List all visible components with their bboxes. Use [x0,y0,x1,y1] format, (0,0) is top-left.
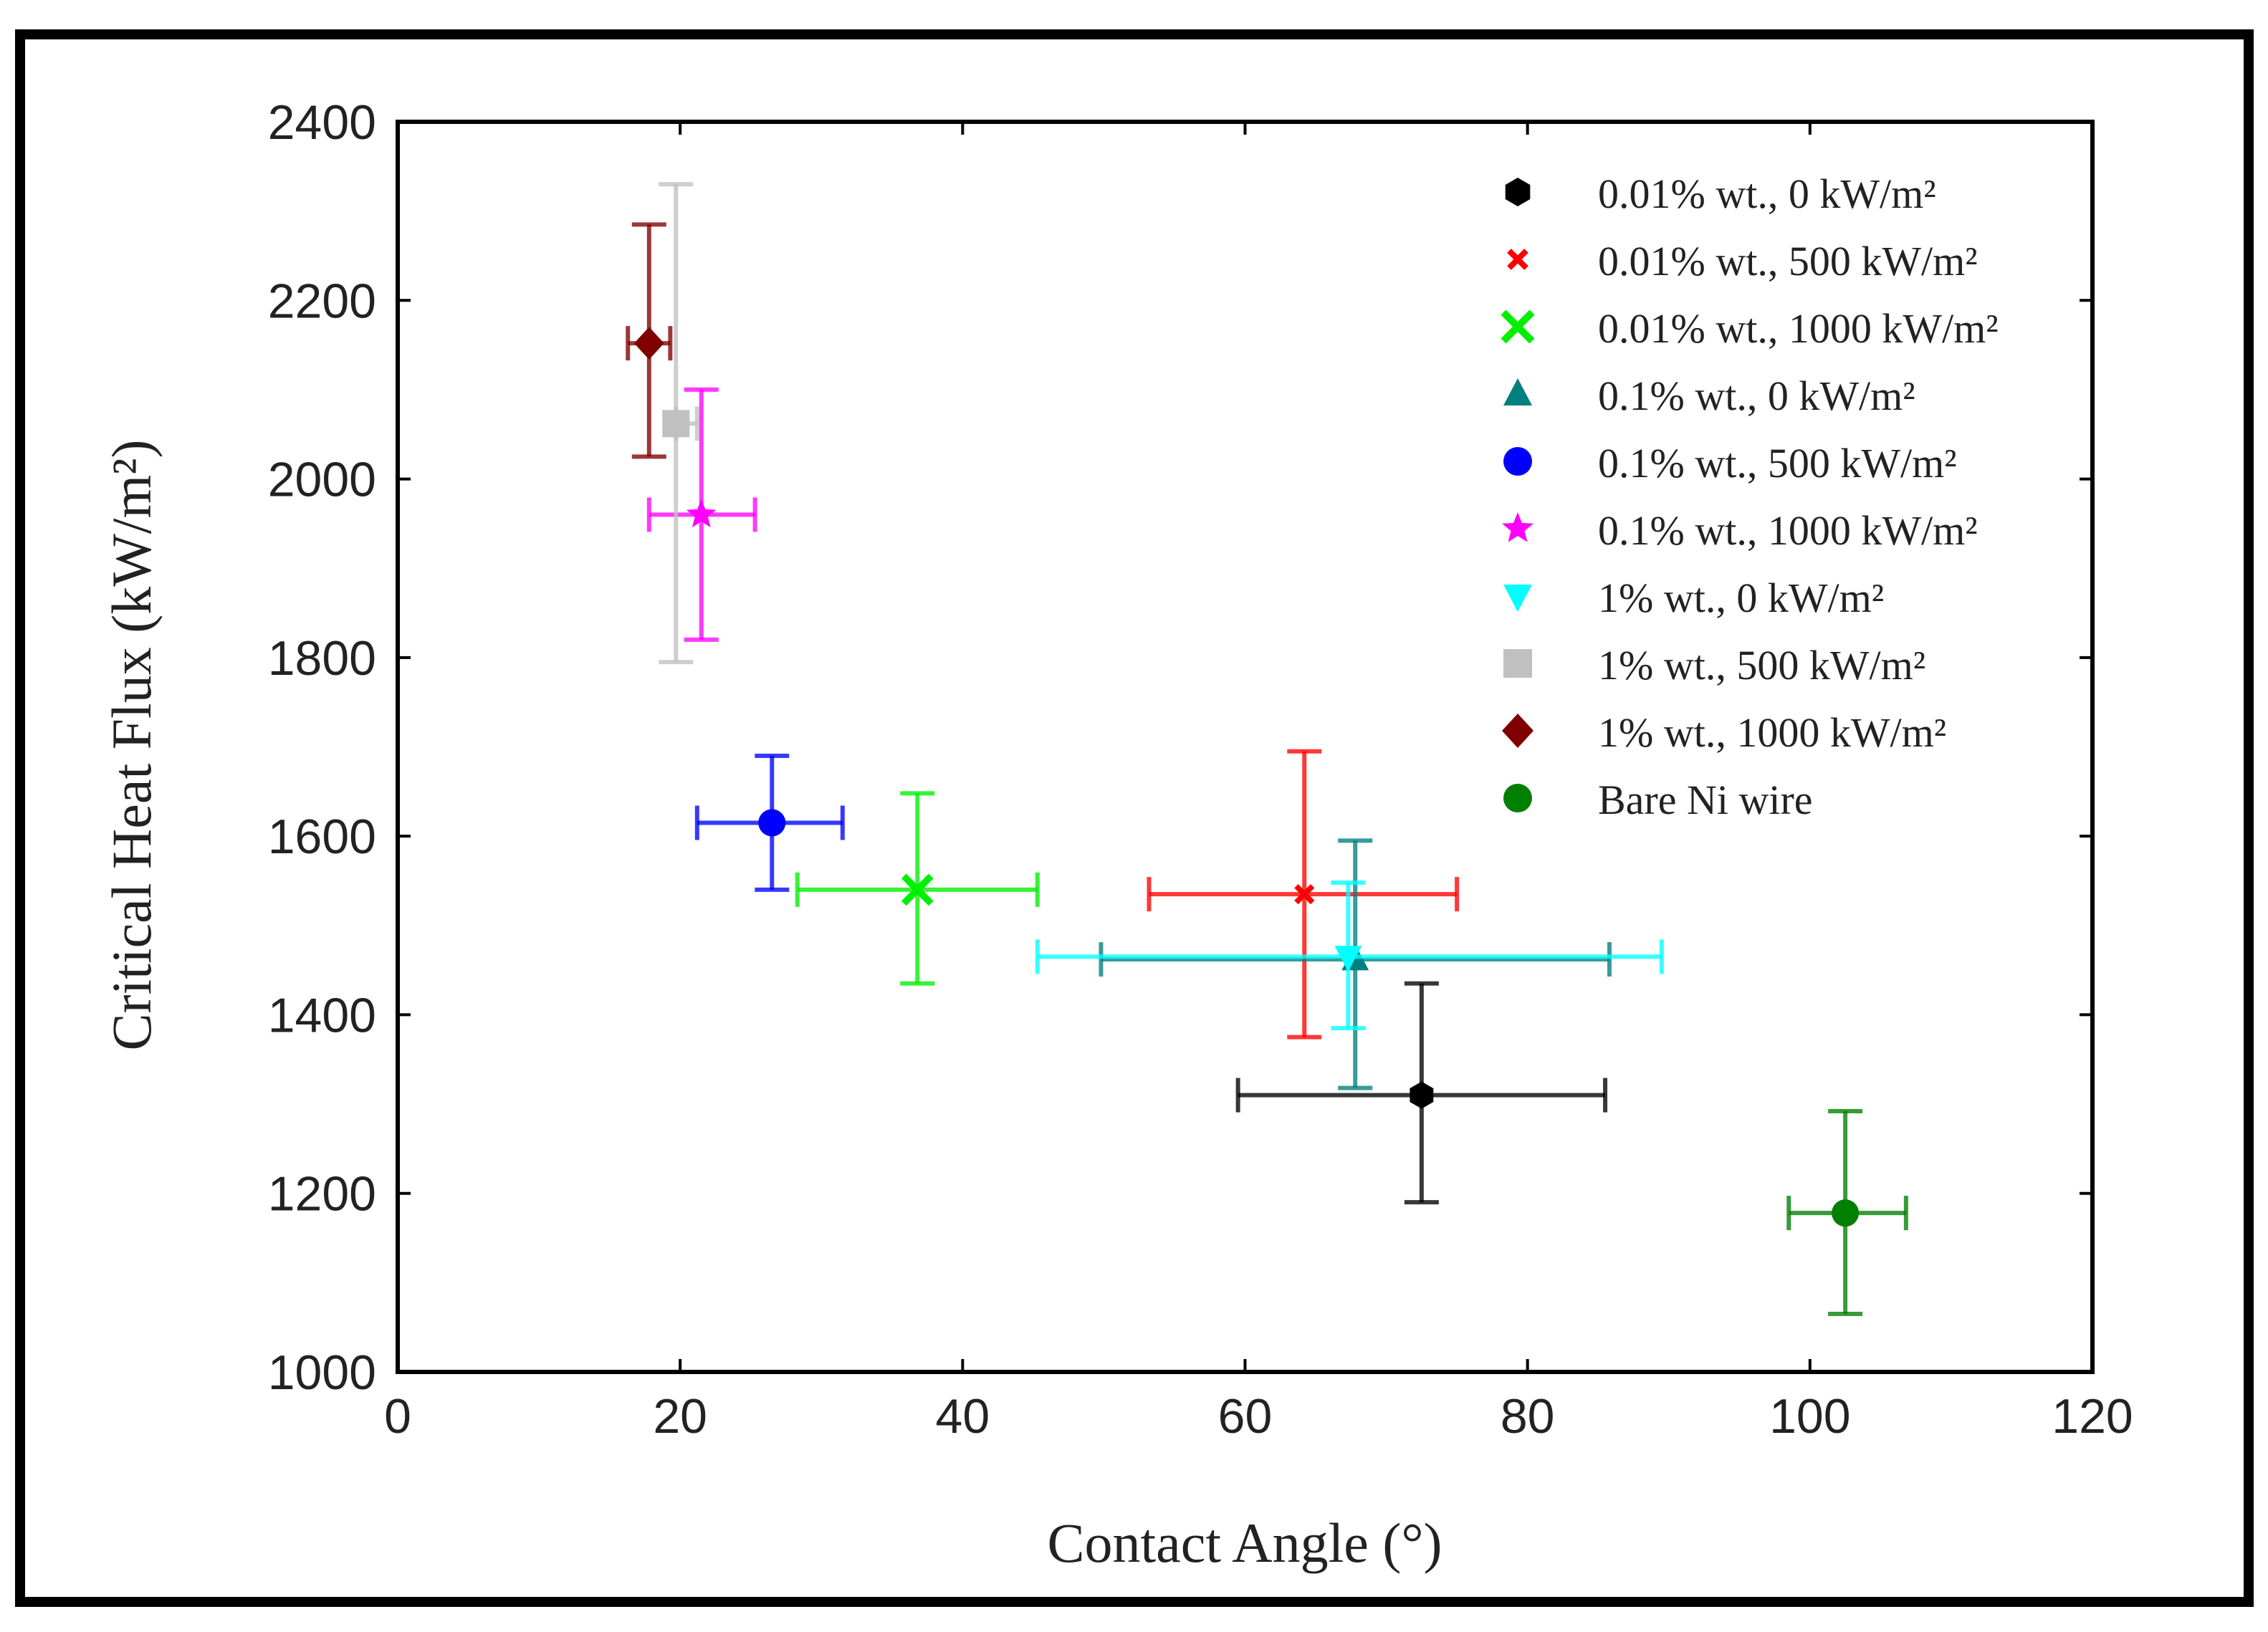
data-point [662,410,690,438]
data-point [1294,884,1315,905]
legend-marker-9 [1503,784,1532,812]
series-9 [1786,1109,1908,1316]
series-0 [1235,981,1608,1205]
legend-marker-7 [1503,649,1532,678]
legend-marker-4 [1503,447,1532,476]
legend-marker-6 [1503,585,1532,612]
legend-label-2: 0.01% wt., 1000 kW/m² [1598,305,1999,352]
legend: 0.01% wt., 0 kW/m² 0.01% wt., 500 kW/m² 0.… [1501,171,1999,823]
legend-marker-1 [1507,249,1528,270]
y-tick-label: 1000 [268,1345,376,1400]
y-tick-label: 1600 [268,810,376,864]
legend-label-4: 0.1% wt., 500 kW/m² [1598,440,1957,486]
legend-marker-3 [1503,378,1532,405]
legend-marker-8 [1502,714,1533,748]
series-2 [795,791,1040,986]
data-point [1410,1081,1434,1109]
y-tick-label: 2000 [268,453,376,507]
series-8 [626,222,673,459]
series-6 [1035,880,1664,1031]
y-tick-label: 1400 [268,988,376,1042]
x-tick-label: 0 [384,1389,411,1444]
data-point [1334,946,1362,972]
plot-area-border [396,120,2095,1374]
x-axis-label: Contact Angle (°) [1047,1512,1442,1574]
legend-marker-2 [1501,309,1535,344]
y-axis-label: Critical Heat Flux (kW/m²) [100,439,163,1050]
x-tick-label: 80 [1501,1389,1555,1444]
x-tick-label: 40 [936,1389,990,1444]
x-tick-label: 60 [1218,1389,1273,1444]
data-point [1832,1199,1860,1227]
data-point [686,499,717,528]
y-tick-label: 1800 [268,631,376,686]
y-tick-label: 2400 [268,95,376,150]
y-tick-label: 2200 [268,274,376,328]
legend-label-9: Bare Ni wire [1598,777,1813,823]
figure-frame [15,29,2254,1607]
legend-marker-0 [1505,178,1531,206]
series-4 [694,753,845,892]
data-point [901,873,934,906]
legend-label-1: 0.01% wt., 500 kW/m² [1598,238,1978,284]
x-tick-label: 20 [653,1389,707,1444]
legend-label-8: 1% wt., 1000 kW/m² [1598,709,1946,756]
plot-layer: 0 20 40 60 80 100 120 1000 1200 1400 1600 1800 2000 2… [268,95,2133,1444]
legend-label-6: 1% wt., 0 kW/m² [1598,575,1884,621]
series-7 [659,182,699,665]
x-tick-label: 120 [2052,1389,2133,1444]
legend-label-5: 0.1% wt., 1000 kW/m² [1598,507,1978,554]
data-point [758,809,786,837]
series-1 [1147,749,1460,1040]
legend-label-0: 0.01% wt., 0 kW/m² [1598,171,1936,217]
data-point [633,327,664,360]
series-5 [646,387,757,642]
y-tick-label: 1200 [268,1167,376,1221]
legend-label-7: 1% wt., 500 kW/m² [1598,642,1925,688]
x-tick-label: 100 [1769,1389,1850,1444]
legend-label-3: 0.1% wt., 0 kW/m² [1598,373,1915,419]
legend-marker-5 [1502,512,1533,542]
